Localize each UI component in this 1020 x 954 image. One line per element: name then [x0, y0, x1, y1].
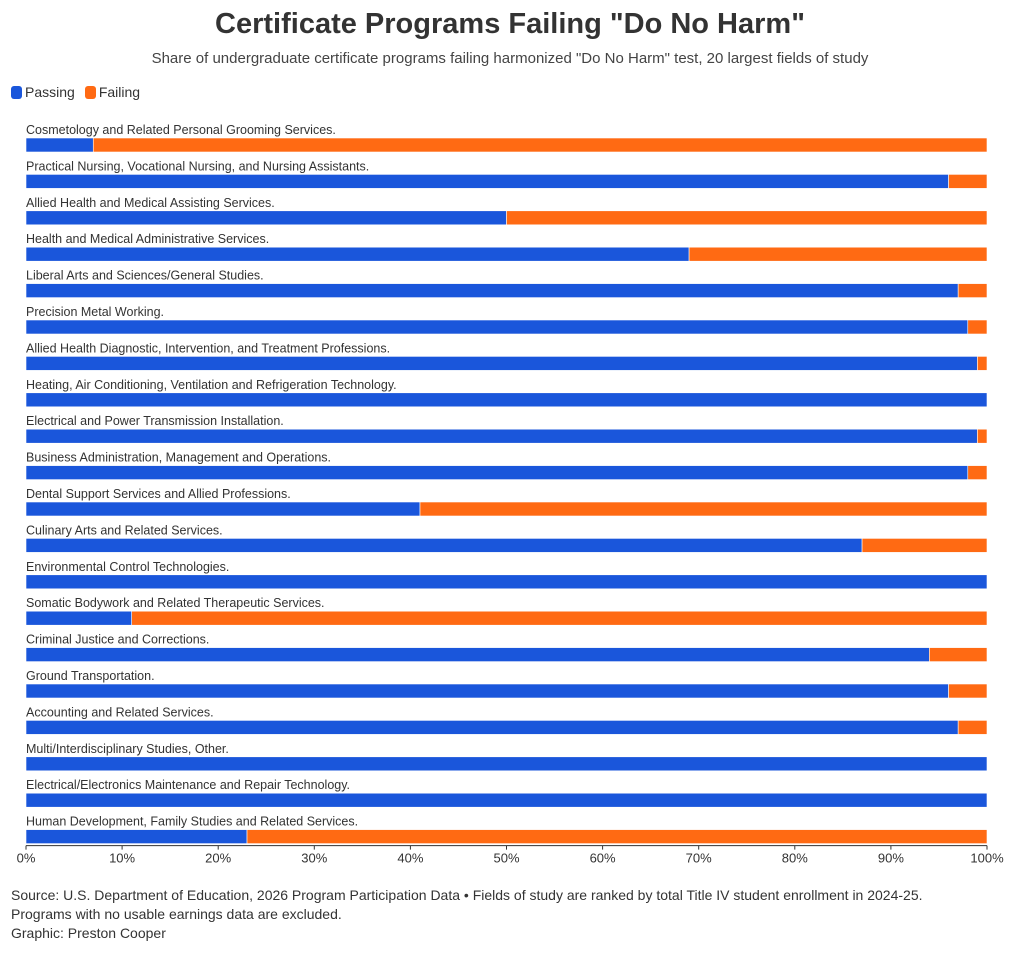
bar-segment-failing: [131, 610, 988, 626]
x-tick-label: 100%: [970, 851, 1004, 866]
source-note: Source: U.S. Department of Education, 20…: [11, 887, 923, 903]
bar-segment-failing: [977, 356, 988, 371]
bar-segment-failing: [977, 428, 988, 444]
x-tick-label: 10%: [109, 851, 135, 866]
category-label: Ground Transportation.: [26, 669, 155, 683]
bar-segment-failing: [967, 465, 988, 480]
category-label: Liberal Arts and Sciences/General Studie…: [26, 269, 264, 283]
category-label: Allied Health Diagnostic, Intervention, …: [26, 341, 390, 355]
bar-segment-passing: [25, 137, 94, 153]
legend-label-failing: Failing: [98, 84, 141, 100]
bar-segment-failing: [967, 319, 988, 335]
bar-segment-passing: [25, 538, 863, 553]
category-label: Criminal Justice and Corrections.: [26, 633, 209, 647]
bar-segment-passing: [25, 720, 959, 735]
x-tick-label: 60%: [590, 851, 616, 866]
x-tick-label: 70%: [686, 851, 712, 866]
bar-segment-passing: [25, 465, 969, 480]
legend-item-failing[interactable]: Failing: [84, 84, 141, 100]
chart-footer: Source: U.S. Department of Education, 20…: [11, 886, 923, 943]
category-label: Accounting and Related Services.: [26, 705, 214, 719]
credit-line: Graphic: Preston Cooper: [11, 925, 166, 941]
legend-label-passing: Passing: [25, 84, 75, 100]
bar-segment-failing: [419, 501, 988, 517]
category-label: Multi/Interdisciplinary Studies, Other.: [26, 742, 229, 756]
bar-segment-passing: [25, 174, 949, 189]
category-label: Practical Nursing, Vocational Nursing, a…: [26, 159, 369, 173]
category-label: Business Administration, Management and …: [26, 451, 331, 465]
category-label: Cosmetology and Related Personal Groomin…: [26, 123, 336, 137]
bar-segment-passing: [25, 428, 978, 444]
x-tick-label: 90%: [878, 851, 904, 866]
category-label: Allied Health and Medical Assisting Serv…: [26, 196, 275, 210]
bar-segment-passing: [25, 610, 133, 626]
x-tick-label: 0%: [17, 851, 36, 866]
chart-title: Certificate Programs Failing "Do No Harm…: [215, 8, 805, 40]
bar-segment-passing: [25, 210, 507, 226]
bar-segment-passing: [25, 647, 930, 662]
legend-swatch-failing: [84, 85, 96, 99]
bar-segment-failing: [861, 538, 988, 553]
bar-segment-failing: [948, 683, 988, 699]
legend-item-passing[interactable]: Passing: [11, 84, 75, 100]
stacked-bar-chart: Cosmetology and Related Personal Groomin…: [17, 123, 1004, 866]
x-tick-label: 30%: [301, 851, 327, 866]
bar-segment-passing: [25, 356, 978, 371]
x-tick-label: 80%: [782, 851, 808, 866]
legend-swatch-passing: [11, 85, 22, 99]
category-label: Precision Metal Working.: [26, 305, 164, 319]
bar-segment-passing: [25, 683, 949, 699]
bar-segment-passing: [25, 392, 988, 408]
x-tick-label: 50%: [493, 851, 519, 866]
exclusion-note: Programs with no usable earnings data ar…: [11, 906, 342, 922]
category-label: Electrical and Power Transmission Instal…: [26, 414, 284, 428]
bar-segment-passing: [25, 756, 988, 772]
category-label: Health and Medical Administrative Servic…: [26, 232, 269, 246]
bar-segment-failing: [688, 246, 988, 262]
category-label: Somatic Bodywork and Related Therapeutic…: [26, 596, 325, 610]
bar-segment-passing: [25, 283, 959, 298]
bar-segment-passing: [25, 792, 988, 808]
category-label: Electrical/Electronics Maintenance and R…: [26, 778, 350, 792]
category-label: Human Development, Family Studies and Re…: [26, 815, 358, 829]
bar-segment-failing: [246, 829, 988, 844]
category-label: Dental Support Services and Allied Profe…: [26, 487, 291, 501]
bar-segment-failing: [948, 174, 988, 189]
category-label: Environmental Control Technologies.: [26, 560, 229, 574]
bar-segment-passing: [25, 246, 690, 262]
bar-segment-failing: [957, 720, 988, 735]
bar-segment-passing: [25, 501, 421, 517]
bar-segment-failing: [92, 137, 988, 153]
x-tick-label: 20%: [205, 851, 231, 866]
category-label: Heating, Air Conditioning, Ventilation a…: [26, 378, 397, 392]
category-label: Culinary Arts and Related Services.: [26, 523, 223, 537]
bar-segment-failing: [506, 210, 988, 226]
bar-segment-failing: [957, 283, 988, 298]
bar-segment-failing: [929, 647, 988, 662]
bar-segment-passing: [25, 319, 969, 335]
bar-segment-passing: [25, 574, 988, 590]
chart-subtitle: Share of undergraduate certificate progr…: [151, 50, 869, 67]
bar-segment-passing: [25, 829, 248, 844]
legend: Passing Failing: [11, 84, 150, 100]
x-tick-label: 40%: [397, 851, 423, 866]
